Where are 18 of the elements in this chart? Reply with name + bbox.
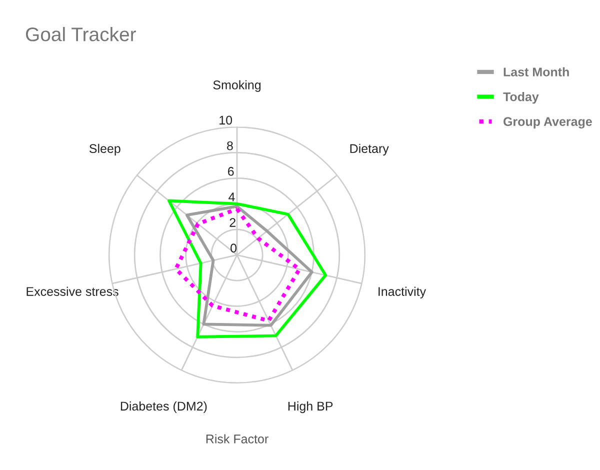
spoke-label: High BP [288,401,333,414]
spoke-label: Inactivity [378,286,426,298]
legend-label: Group Average [504,117,592,129]
legend-label: Last Month [504,67,569,76]
y-tick-label: 8 [227,141,233,150]
text: Risk Factor [206,434,268,444]
spoke-label: Diabetes (DM2) [120,401,207,414]
spoke-label: Excessive stress [26,286,118,296]
y-tick-label: 10 [220,116,232,125]
chart-title: Goal Tracker [26,27,136,42]
spoke-label: Sleep [89,144,120,156]
legend-label: Today [503,92,539,104]
y-tick-label: 2 [230,218,236,227]
y-tick-label: 4 [228,192,235,202]
y-tick-label: 0 [230,244,237,253]
spoke-label: Dietary [350,144,389,156]
spoke-label: Smoking [213,80,261,92]
y-tick-label: 6 [228,166,234,176]
